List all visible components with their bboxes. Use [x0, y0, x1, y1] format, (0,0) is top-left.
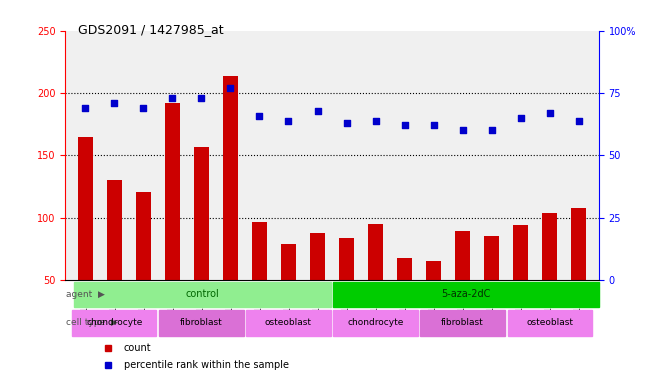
Bar: [455, 232, 470, 343]
Text: osteoblast: osteoblast: [265, 318, 312, 328]
Bar: [74, 281, 331, 307]
Point: [574, 118, 584, 124]
Bar: [484, 237, 499, 343]
Point: [312, 108, 323, 114]
Bar: [107, 180, 122, 343]
Point: [225, 85, 236, 91]
Text: chondrocyte: chondrocyte: [348, 318, 404, 328]
Bar: [194, 147, 209, 343]
Bar: [159, 310, 243, 336]
Point: [399, 122, 409, 129]
Point: [428, 122, 439, 129]
Point: [486, 127, 497, 134]
Bar: [397, 258, 412, 343]
Point: [458, 127, 468, 134]
Bar: [247, 310, 331, 336]
Point: [109, 100, 120, 106]
Point: [80, 105, 90, 111]
Text: control: control: [186, 290, 219, 300]
Point: [283, 118, 294, 124]
Text: chondrocyte: chondrocyte: [86, 318, 143, 328]
Text: osteoblast: osteoblast: [526, 318, 573, 328]
Point: [167, 95, 178, 101]
Point: [544, 110, 555, 116]
Bar: [165, 103, 180, 343]
Text: GDS2091 / 1427985_at: GDS2091 / 1427985_at: [78, 23, 224, 36]
Point: [370, 118, 381, 124]
Point: [255, 113, 265, 119]
Text: count: count: [124, 343, 152, 353]
Bar: [281, 244, 296, 343]
Bar: [78, 137, 92, 343]
Text: agent  ▶: agent ▶: [66, 290, 105, 299]
Bar: [572, 208, 586, 343]
Text: 5-aza-2dC: 5-aza-2dC: [441, 290, 491, 300]
Bar: [136, 192, 150, 343]
Bar: [508, 310, 592, 336]
Bar: [333, 281, 599, 307]
Point: [516, 115, 526, 121]
Text: cell type  ▶: cell type ▶: [66, 318, 117, 328]
Bar: [368, 224, 383, 343]
Text: percentile rank within the sample: percentile rank within the sample: [124, 360, 289, 370]
Bar: [333, 310, 417, 336]
Bar: [514, 225, 528, 343]
Bar: [311, 233, 325, 343]
Bar: [542, 213, 557, 343]
Bar: [223, 76, 238, 343]
Point: [138, 105, 148, 111]
Bar: [252, 222, 267, 343]
Bar: [426, 262, 441, 343]
Text: fibroblast: fibroblast: [180, 318, 223, 328]
Bar: [72, 310, 156, 336]
Text: fibroblast: fibroblast: [441, 318, 484, 328]
Bar: [421, 310, 505, 336]
Point: [341, 120, 352, 126]
Bar: [339, 238, 353, 343]
Point: [196, 95, 206, 101]
